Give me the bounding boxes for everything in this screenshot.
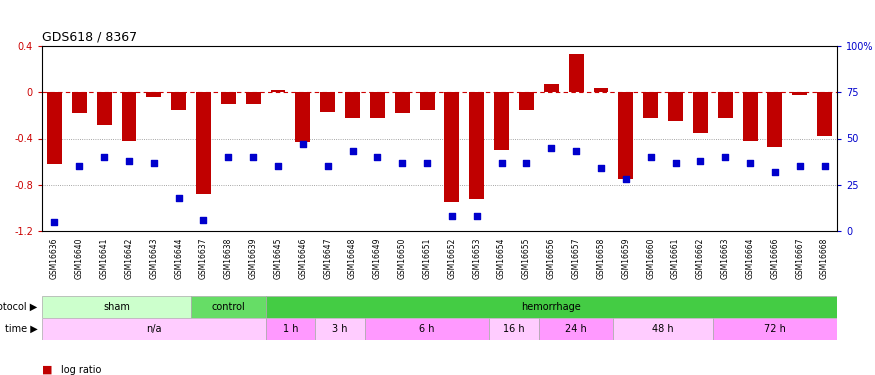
- Point: [197, 217, 211, 223]
- Point: [817, 163, 831, 169]
- Bar: [345, 92, 360, 118]
- Bar: [420, 92, 435, 110]
- Point: [122, 158, 136, 164]
- Text: ■: ■: [42, 365, 52, 375]
- Bar: [270, 90, 285, 92]
- Bar: [220, 92, 235, 104]
- Point: [470, 213, 484, 219]
- Point: [271, 163, 285, 169]
- Point: [668, 159, 682, 165]
- Bar: [668, 92, 683, 121]
- Text: GDS618 / 8367: GDS618 / 8367: [42, 30, 137, 44]
- Bar: [544, 84, 559, 92]
- Bar: [365, 318, 489, 340]
- Point: [544, 145, 558, 151]
- Bar: [817, 92, 832, 136]
- Bar: [494, 92, 509, 150]
- Bar: [469, 92, 484, 199]
- Point: [321, 163, 335, 169]
- Bar: [315, 318, 365, 340]
- Bar: [792, 92, 808, 94]
- Bar: [444, 92, 459, 202]
- Bar: [593, 88, 608, 92]
- Bar: [196, 92, 211, 194]
- Point: [47, 219, 61, 225]
- Text: protocol ▶: protocol ▶: [0, 302, 38, 312]
- Text: 6 h: 6 h: [419, 324, 435, 334]
- Bar: [713, 318, 837, 340]
- Point: [396, 159, 410, 165]
- Bar: [320, 92, 335, 112]
- Point: [644, 154, 658, 160]
- Text: 16 h: 16 h: [503, 324, 525, 334]
- Bar: [743, 92, 758, 141]
- Bar: [42, 318, 266, 340]
- Text: 48 h: 48 h: [652, 324, 674, 334]
- Bar: [718, 92, 732, 118]
- Point: [346, 148, 360, 154]
- Text: n/a: n/a: [146, 324, 162, 334]
- Bar: [767, 92, 782, 147]
- Text: log ratio: log ratio: [61, 365, 102, 375]
- Point: [296, 141, 310, 147]
- Bar: [72, 92, 87, 113]
- Point: [172, 195, 186, 201]
- Text: sham: sham: [103, 302, 130, 312]
- Bar: [619, 92, 634, 179]
- Point: [693, 158, 707, 164]
- Bar: [246, 92, 261, 104]
- Point: [718, 154, 732, 160]
- Point: [520, 159, 534, 165]
- Bar: [539, 318, 613, 340]
- Point: [97, 154, 111, 160]
- Point: [743, 159, 757, 165]
- Text: control: control: [212, 302, 245, 312]
- Bar: [569, 54, 584, 92]
- Bar: [693, 92, 708, 133]
- Point: [370, 154, 384, 160]
- Text: hemorrhage: hemorrhage: [522, 302, 581, 312]
- Bar: [613, 318, 713, 340]
- Bar: [42, 296, 191, 318]
- Bar: [395, 92, 410, 113]
- Point: [420, 159, 434, 165]
- Bar: [643, 92, 658, 118]
- Bar: [191, 296, 266, 318]
- Point: [73, 163, 87, 169]
- Point: [246, 154, 260, 160]
- Text: 1 h: 1 h: [283, 324, 298, 334]
- Point: [569, 148, 583, 154]
- Point: [594, 165, 608, 171]
- Bar: [489, 318, 539, 340]
- Bar: [519, 92, 534, 110]
- Point: [444, 213, 458, 219]
- Bar: [370, 92, 385, 118]
- Text: time ▶: time ▶: [5, 324, 38, 334]
- Bar: [266, 296, 837, 318]
- Text: 24 h: 24 h: [565, 324, 587, 334]
- Point: [768, 169, 782, 175]
- Bar: [146, 92, 161, 97]
- Point: [793, 163, 807, 169]
- Bar: [296, 92, 311, 142]
- Point: [619, 176, 633, 182]
- Point: [221, 154, 235, 160]
- Bar: [172, 92, 186, 110]
- Bar: [266, 318, 315, 340]
- Text: 72 h: 72 h: [764, 324, 786, 334]
- Point: [147, 159, 161, 165]
- Text: 3 h: 3 h: [332, 324, 348, 334]
- Bar: [122, 92, 136, 141]
- Bar: [47, 92, 62, 164]
- Bar: [96, 92, 112, 124]
- Point: [494, 159, 508, 165]
